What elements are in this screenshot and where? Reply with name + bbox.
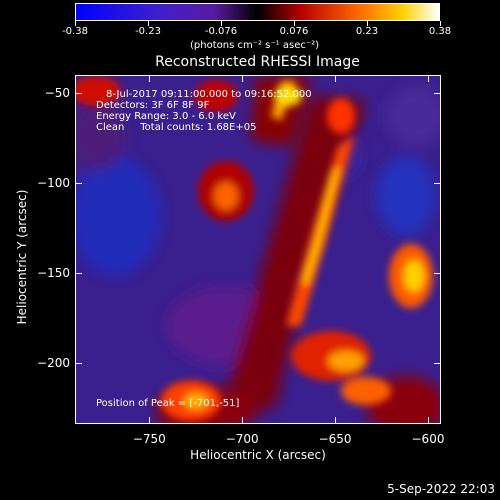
x-axis-label: Heliocentric X (arcsec): [190, 448, 326, 462]
colorbar-tick: [439, 21, 441, 26]
x-tick: [149, 417, 151, 424]
colorbar-tick: [293, 21, 295, 26]
annotation-peak-position: Position of Peak = [-701,-51]: [96, 398, 240, 409]
heatmap-image: [76, 76, 440, 423]
y-tick: [434, 272, 441, 274]
heatmap-plot: 8-Jul-2017 09:11:00.000 to 09:16:52.000 …: [75, 75, 441, 424]
x-tick: [149, 75, 151, 82]
x-tick: [427, 417, 429, 424]
y-tick: [75, 272, 82, 274]
y-axis-label: Heliocentric Y (arcsec): [15, 189, 29, 325]
x-tick: [335, 75, 337, 82]
y-tick: [434, 182, 441, 184]
x-tick: [427, 75, 429, 82]
colorbar-tick-label: 0.076: [279, 26, 309, 37]
plot-title: Reconstructed RHESSI Image: [155, 54, 360, 70]
x-tick: [242, 417, 244, 424]
y-tick: [75, 92, 82, 94]
annotation-time-range: 8-Jul-2017 09:11:00.000 to 09:16:52.000: [106, 89, 312, 100]
y-tick: [434, 92, 441, 94]
y-tick-label: −150: [37, 265, 70, 280]
x-tick-label: −750: [132, 432, 166, 446]
y-tick: [75, 182, 82, 184]
plot-timestamp: 5-Sep-2022 22:03: [387, 482, 495, 496]
colorbar-tick-label: 0.23: [355, 26, 379, 37]
y-tick-label: −100: [37, 175, 70, 190]
y-tick: [75, 362, 82, 364]
y-tick-label: −200: [37, 355, 70, 370]
colorbar-tick: [366, 21, 368, 26]
colorbar-tick-label: -0.38: [62, 26, 88, 37]
colorbar-units: (photons cm⁻² s⁻¹ asec⁻²): [190, 40, 320, 51]
x-tick-label: −700: [225, 432, 259, 446]
colorbar: [75, 3, 440, 21]
colorbar-tick: [74, 21, 76, 26]
annotation-clean-counts: Clean Total counts: 1.68E+05: [96, 122, 257, 133]
x-tick: [242, 75, 244, 82]
colorbar-tick: [220, 21, 222, 26]
x-tick-label: −600: [411, 432, 445, 446]
y-tick: [434, 362, 441, 364]
colorbar-tick-label: -0.076: [204, 26, 238, 37]
y-tick-label: −50: [44, 85, 70, 100]
colorbar-tick-label: 0.38: [428, 26, 452, 37]
x-tick-label: −650: [318, 432, 352, 446]
annotation-energy-range: Energy Range: 3.0 - 6.0 keV: [96, 111, 236, 122]
colorbar-tick-label: -0.23: [135, 26, 161, 37]
annotation-detectors: Detectors: 3F 6F 8F 9F: [96, 100, 210, 111]
x-tick: [335, 417, 337, 424]
colorbar-tick: [147, 21, 149, 26]
